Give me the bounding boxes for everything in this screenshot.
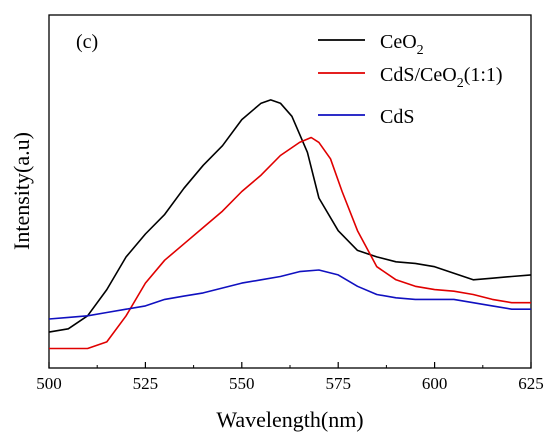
x-tick-label-625: 625 — [518, 374, 544, 393]
legend-label-subscript: 2 — [417, 43, 424, 58]
plot-frame — [48, 14, 532, 369]
x-axis: 500 525 550 575 600 625 — [36, 362, 544, 393]
legend-label-text: CdS/CeO — [380, 64, 457, 86]
series-layer — [48, 99, 532, 350]
legend-label-2: CdS — [380, 106, 414, 128]
series-line-2 — [48, 269, 531, 320]
legend-label-1: CdS/CeO2(1:1) — [380, 64, 503, 91]
series-line-0 — [48, 99, 532, 333]
x-tick-label-525: 525 — [133, 374, 159, 393]
legend-label-suffix: (1:1) — [464, 64, 503, 86]
x-axis-label: Wavelength(nm) — [216, 407, 363, 432]
legend-label-text: CeO — [380, 31, 417, 53]
x-tick-label-575: 575 — [325, 374, 351, 393]
y-axis-label: Intensity(a.u) — [9, 132, 34, 250]
panel-label: (c) — [76, 31, 98, 53]
x-tick-label-600: 600 — [422, 374, 448, 393]
series-line-1 — [49, 136, 531, 350]
legend-label-subscript: 2 — [457, 76, 464, 91]
x-tick-label-500: 500 — [36, 374, 62, 393]
x-tick-label-550: 550 — [229, 374, 255, 393]
legend-label-text: CdS — [380, 106, 414, 128]
legend-label-0: CeO2 — [380, 31, 424, 58]
